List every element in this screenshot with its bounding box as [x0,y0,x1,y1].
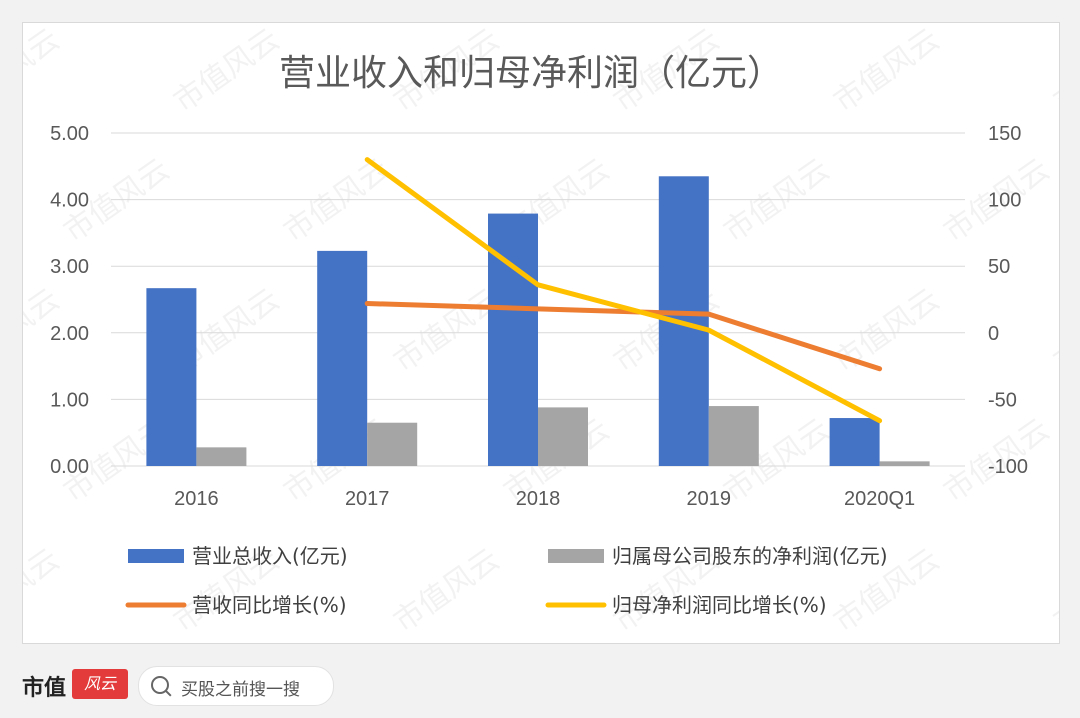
right-tick-label: 50 [988,256,1010,278]
right-tick-label: -50 [988,389,1017,411]
revenue-bar [829,418,880,466]
watermark-text: 市值风云 [168,23,286,120]
net-profit-bar [196,447,247,466]
revenue-growth-line [364,300,883,372]
left-tick-label: 0.00 [50,456,89,478]
watermark-text: 市值风云 [23,542,66,639]
search-icon [151,676,169,694]
legend-swatch [548,549,604,563]
right-tick-label: 100 [988,190,1021,212]
net-profit-bar [879,461,930,466]
legend-swatch [128,549,184,563]
left-tick-label: 1.00 [50,389,89,411]
axis-labels: 0.00 1.00 2.00 3.00 4.00 5.00 -100 -50 0 50 100 150… [50,123,1028,510]
legend: 营业总收入(亿元) 归属母公司股东的净利润(亿元) 营收同比增长(%) 归母净利润同比… [125,544,888,617]
left-tick-label: 5.00 [50,123,89,145]
category-label: 2017 [345,488,390,510]
profit-growth-line [364,157,883,424]
search-placeholder: 买股之前搜一搜 [181,680,300,700]
legend-label: 营业总收入(亿元) [192,544,348,568]
footer-bar: 市值 风云 买股之前搜一搜 [0,652,1080,718]
watermark-text: 市值风云 [1048,542,1059,639]
left-tick-label: 4.00 [50,190,89,212]
left-tick-label: 2.00 [50,323,89,345]
chart-title: 营业收入和归母净利润（亿元） [279,53,783,94]
net-profit-bar [538,407,588,466]
category-label: 2016 [174,488,219,510]
net-profit-bar [367,422,418,466]
brand-name: 市值 [22,676,67,701]
watermark-text: 市值风云 [1048,23,1059,120]
left-tick-label: 3.00 [50,256,89,278]
brand-logo: 风云 [72,669,128,699]
legend-label: 营收同比增长(%) [192,593,347,617]
chart-card: 市值风云 市值风云 市值风云 市值风云 市值风云 市值风云 市值风云 市值风云 市值风云 市值风云… [22,22,1060,644]
category-label: 2019 [687,488,732,510]
revenue-bar [317,250,368,466]
bars [146,176,930,467]
search-box[interactable]: 买股之前搜一搜 [138,666,334,706]
category-label: 2018 [516,488,561,510]
legend-label: 归母净利润同比增长(%) [612,593,827,617]
legend-label: 归属母公司股东的净利润(亿元) [612,544,888,568]
right-tick-label: -100 [988,456,1028,478]
watermark-text: 市值风云 [828,23,946,120]
right-tick-label: 0 [988,323,999,345]
net-profit-bar [708,406,759,466]
category-label: 2020Q1 [844,488,915,510]
watermark-text: 市值风云 [23,23,66,120]
right-tick-label: 150 [988,123,1021,145]
revenue-bar [146,288,197,466]
lines [364,157,883,424]
watermark-text: 市值风云 [388,542,506,639]
watermark-text: 市值风云 [1048,282,1059,379]
watermark-text: 市值风云 [718,152,836,249]
watermark-text: 市值风云 [828,282,946,379]
